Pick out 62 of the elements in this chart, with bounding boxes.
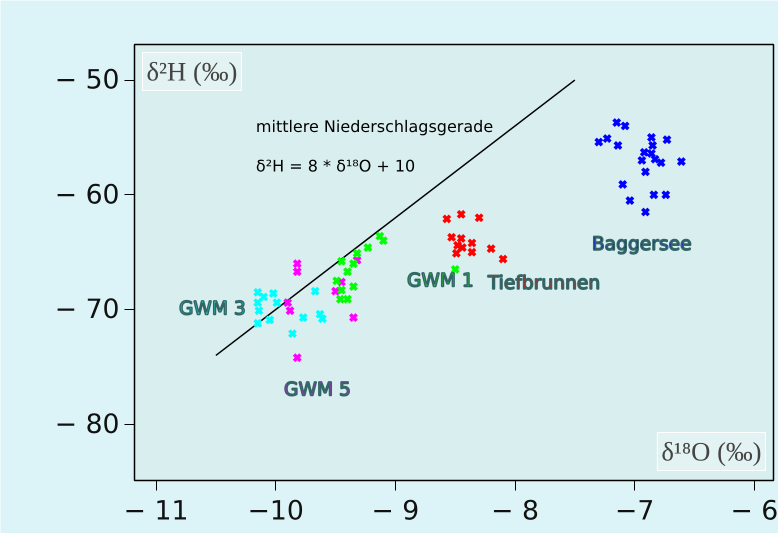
annotation: mittlere Niederschlagsgerade xyxy=(256,117,494,136)
y-tick-label: − 50 xyxy=(54,64,120,96)
point xyxy=(252,298,263,308)
x-tick-label: − 9 xyxy=(371,496,420,526)
point xyxy=(442,214,452,224)
point xyxy=(342,266,352,277)
point xyxy=(348,312,358,323)
point xyxy=(450,264,460,274)
point xyxy=(662,134,672,145)
point xyxy=(613,140,623,150)
point xyxy=(648,190,659,200)
x-tick-label: − 8 xyxy=(491,496,539,526)
point xyxy=(624,196,635,206)
point xyxy=(264,314,275,325)
point xyxy=(467,238,477,248)
series-label: GWM 1 xyxy=(406,270,474,292)
point xyxy=(282,298,293,308)
series-label: GWM 5 xyxy=(284,380,351,401)
point xyxy=(285,306,295,316)
point xyxy=(292,352,302,363)
point xyxy=(362,242,373,253)
point xyxy=(456,209,466,220)
x-tick-label: −7 xyxy=(615,496,654,526)
point xyxy=(467,247,477,258)
point xyxy=(288,328,298,339)
point xyxy=(618,180,628,190)
point xyxy=(272,298,282,308)
point xyxy=(451,248,462,258)
point xyxy=(352,248,362,258)
series-label: GWM 3 xyxy=(178,298,246,320)
series-label: Tiefbrunnen xyxy=(486,273,600,294)
y-tick-label: − 70 xyxy=(54,294,120,326)
y-tick-label: − 80 xyxy=(54,408,120,440)
point xyxy=(640,166,650,177)
point xyxy=(252,318,263,328)
annotation: δ²H = 8 * δ¹⁸O + 10 xyxy=(256,156,416,176)
point xyxy=(348,282,358,292)
series-label: Baggersee xyxy=(592,234,692,256)
point xyxy=(474,212,484,223)
point xyxy=(486,244,496,254)
y-axis-title: δ²H (‰) xyxy=(146,56,238,86)
point xyxy=(676,156,686,166)
point xyxy=(640,207,650,217)
point xyxy=(498,254,508,264)
point xyxy=(292,258,302,269)
point xyxy=(646,132,656,142)
point xyxy=(660,190,671,200)
point xyxy=(648,140,658,150)
point xyxy=(310,286,320,296)
x-tick-label: − 6 xyxy=(730,496,778,526)
y-tick-label: − 60 xyxy=(54,179,120,210)
point xyxy=(298,312,308,323)
x-tick-label: −10 xyxy=(248,496,304,526)
point xyxy=(254,306,264,316)
point xyxy=(292,266,302,277)
x-tick-label: − 11 xyxy=(124,496,188,526)
point xyxy=(348,258,358,269)
point xyxy=(336,285,346,295)
x-axis-title: δ¹⁸O (‰) xyxy=(661,436,762,466)
point xyxy=(332,276,342,286)
point xyxy=(636,155,647,166)
point xyxy=(336,256,346,266)
